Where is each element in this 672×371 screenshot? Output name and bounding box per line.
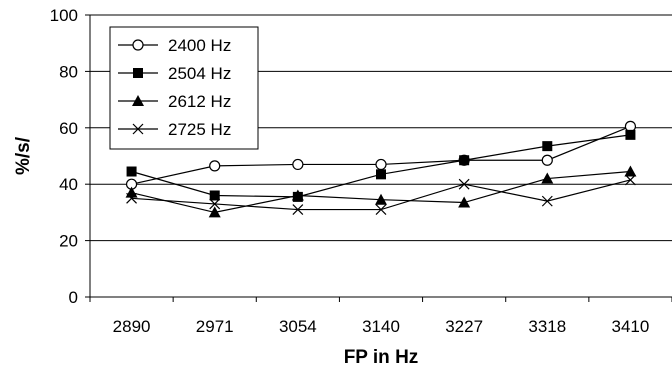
point-marker [376,169,386,180]
point-marker [208,206,221,218]
point-marker [375,193,387,205]
point-marker [209,190,220,201]
point-marker [542,141,553,152]
point-marker [541,154,553,166]
y-tick-label: 20 [59,232,78,251]
x-mark-stroke [541,195,553,207]
point-marker [541,172,554,184]
legend-item: 2612 Hz [118,92,231,111]
point-marker [375,204,387,216]
legend-item: 2504 Hz [118,64,231,83]
point-marker [541,195,553,207]
point-marker [375,158,387,171]
y-tick-label: 40 [59,175,78,194]
legend-item: 2725 Hz [118,120,231,139]
x-tick-label: 3227 [445,317,483,336]
y-tick-label: 80 [59,62,78,81]
legend: 2400 Hz 2504 Hz 2612 Hz 2725 Hz [109,26,259,150]
x-tick-label: 3410 [612,317,650,336]
x-mark-stroke [375,204,387,216]
point-marker [209,160,221,172]
y-tick-label: 0 [69,288,78,307]
legend-label: 2725 Hz [168,120,231,139]
legend-label: 2504 Hz [168,64,231,83]
point-marker [459,155,470,166]
point-marker [292,204,304,216]
point-marker [458,178,470,190]
point-marker [133,68,143,78]
legend-label: 2612 Hz [168,92,231,111]
point-marker [132,39,144,51]
point-marker [126,192,137,204]
series-2400-hz [125,120,637,190]
point-marker [458,196,471,208]
legend-item: 2400 Hz [118,36,231,55]
x-mark-stroke [625,174,636,186]
point-marker [125,186,138,198]
point-marker [291,189,304,201]
x-tick-label: 3054 [279,317,317,336]
point-marker [126,166,137,177]
y-tick-label: 100 [50,6,78,25]
x-mark-stroke [126,192,137,204]
x-tick-label: 3318 [528,317,566,336]
x-mark-stroke [292,204,304,216]
series-lines [125,120,637,218]
x-axis-title: FP in Hz [344,347,419,368]
x-tick-label: 2890 [113,317,151,336]
point-marker [132,123,144,135]
point-marker [624,165,637,177]
x-mark-stroke [458,178,470,190]
point-marker [209,198,221,210]
point-marker [132,95,144,106]
series-2612-hz [125,165,637,218]
series-2725-hz [126,174,636,216]
axes: 0 20 40 60 80 100 2890 2971 3054 3140 3227 3318 3410 [50,6,672,336]
point-marker [625,129,636,140]
legend-label: 2400 Hz [168,36,231,55]
point-marker [292,158,304,171]
x-tick-label: 2971 [196,317,234,336]
x-tick-label: 3140 [362,317,400,336]
x-mark-stroke [209,198,221,210]
x-mark-stroke [132,123,144,135]
point-marker [625,174,636,186]
y-axis-title: %/s/ [13,136,34,175]
y-tick-label: 60 [59,119,78,138]
